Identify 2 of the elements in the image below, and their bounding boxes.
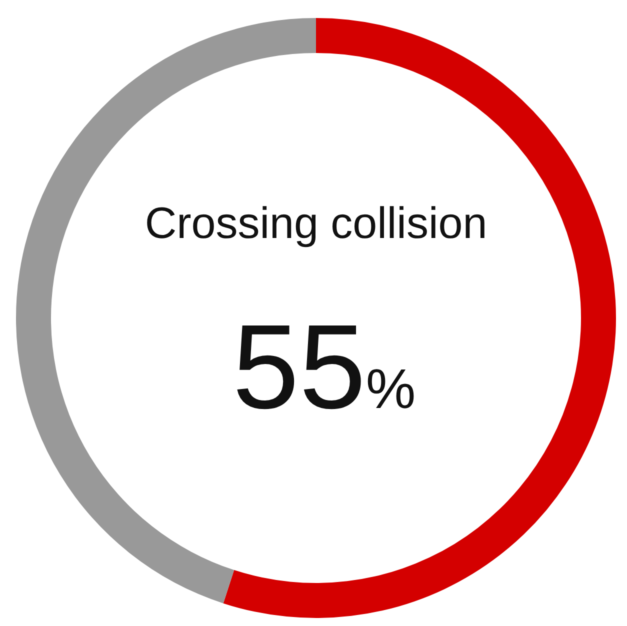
text: Crossing collision <box>144 199 488 248</box>
data-label: 55% <box>232 300 416 434</box>
